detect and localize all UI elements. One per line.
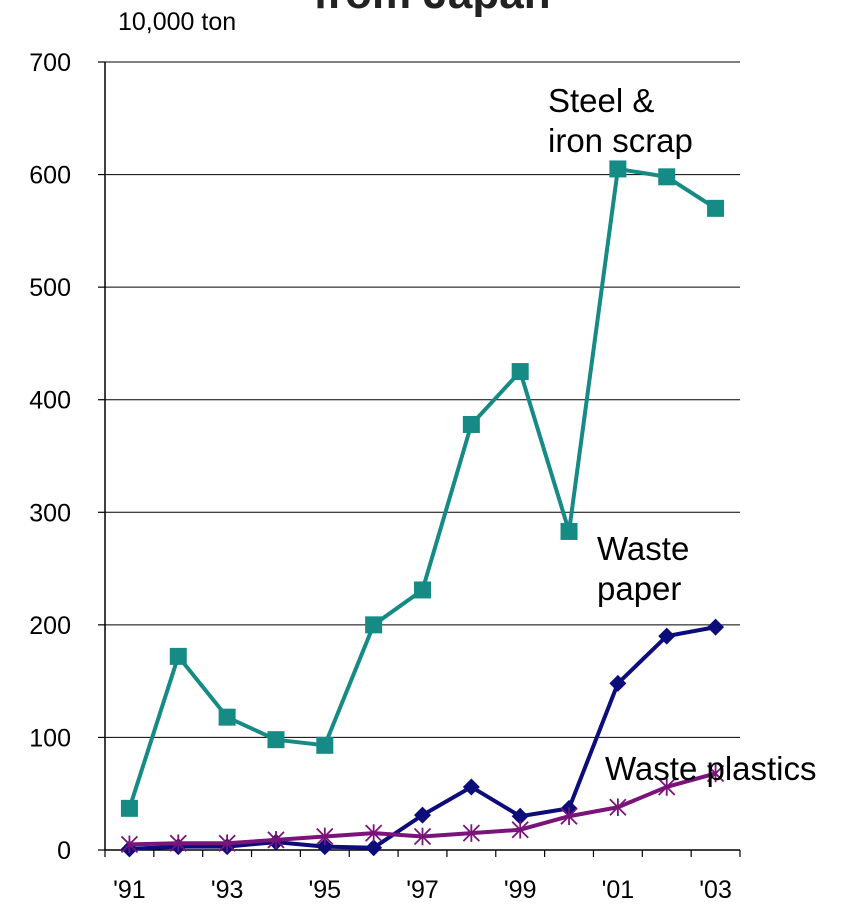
data-point (658, 627, 676, 645)
y-tick-label: 700 (29, 49, 71, 77)
y-tick-labels: 0 100 200 300 400 500 600 700 (29, 49, 71, 865)
data-point (462, 415, 480, 433)
y-tick-label: 400 (29, 387, 71, 415)
data-point (706, 764, 725, 783)
data-point (707, 199, 725, 217)
y-axis-unit-label: 10,000 ton (118, 8, 236, 36)
data-point (511, 820, 529, 839)
x-tick-label: '95 (309, 876, 342, 904)
data-point (658, 168, 676, 186)
chart-title: from Japan (313, 0, 550, 18)
y-tick-label: 500 (29, 274, 71, 302)
series-square (120, 160, 725, 817)
data-point (267, 731, 285, 749)
x-tick-label: '99 (504, 876, 537, 904)
gridlines (105, 61, 740, 738)
data-point (120, 835, 139, 854)
data-point (511, 807, 529, 825)
data-point (609, 798, 627, 817)
x-tick-label: '97 (406, 876, 439, 904)
series-diamond (120, 618, 725, 858)
data-point (218, 708, 236, 726)
data-point (267, 831, 285, 849)
y-tick-label: 300 (29, 499, 71, 527)
data-point (365, 839, 383, 857)
series-label: Steel & iron scrap (548, 82, 693, 159)
data-point (365, 824, 383, 842)
data-point (609, 160, 627, 178)
data-point (511, 363, 529, 381)
y-tick-label: 200 (29, 612, 71, 640)
x-tick-labels: '91 '93 '95 '97 '99 '01 '03 (113, 876, 732, 904)
data-point (169, 834, 187, 853)
x-tick-label: '01 (602, 876, 635, 904)
x-tick-label: '03 (699, 876, 732, 904)
x-tick-label: '93 (211, 876, 244, 904)
data-point (462, 824, 480, 842)
data-point (462, 778, 480, 796)
data-point (414, 581, 431, 599)
data-point (316, 736, 334, 754)
data-point (609, 674, 627, 692)
y-tick-label: 0 (57, 837, 71, 865)
data-point (169, 647, 187, 665)
data-point (413, 827, 432, 846)
series-layer (120, 160, 725, 858)
data-point (365, 616, 383, 634)
series-label: Waste plastics (605, 750, 817, 787)
y-tick-label: 100 (29, 724, 71, 752)
y-tick-label: 600 (29, 162, 71, 190)
series-asterisk (120, 764, 725, 854)
data-point (560, 522, 578, 540)
data-point (316, 838, 334, 856)
series-annotations: Steel & iron scrap Waste paper Waste plastic… (548, 82, 817, 787)
data-point (316, 827, 334, 846)
x-tick-label: '91 (113, 876, 146, 904)
data-point (658, 778, 676, 796)
axes (98, 61, 741, 857)
data-point (218, 834, 236, 853)
data-point (414, 806, 431, 824)
data-point (707, 618, 725, 636)
series-label: Waste paper (597, 530, 689, 607)
data-point (560, 807, 578, 826)
data-point (120, 799, 138, 817)
series-line (127, 166, 717, 809)
